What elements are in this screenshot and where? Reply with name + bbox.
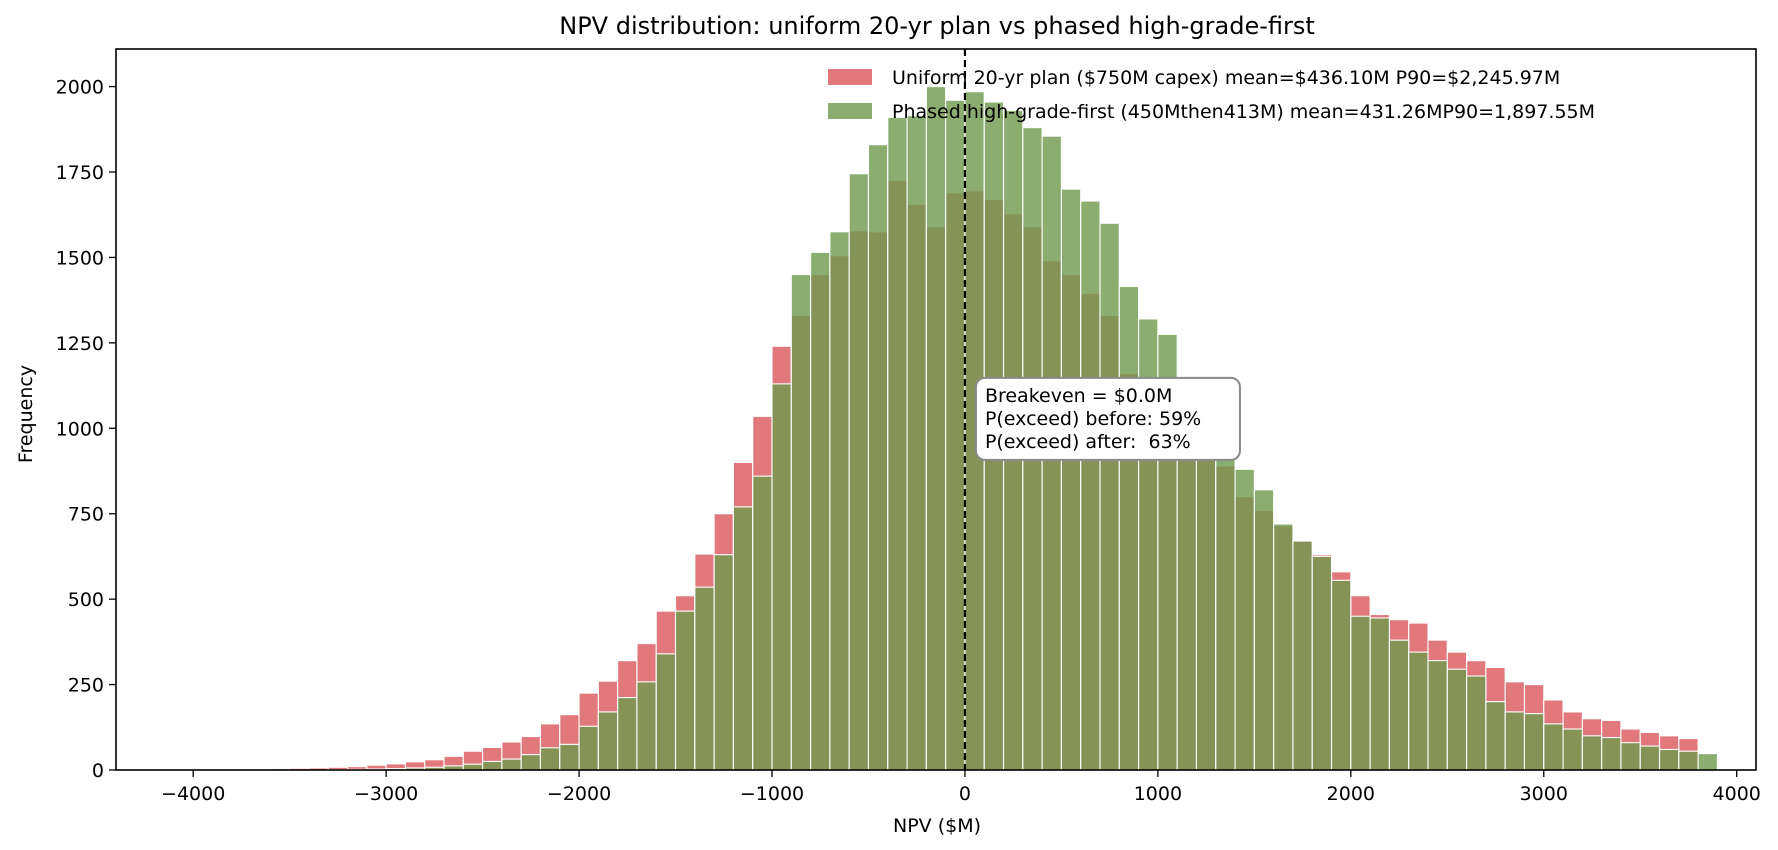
histogram-bar bbox=[1234, 468, 1255, 771]
histogram-bar bbox=[1639, 745, 1661, 771]
x-tick-label: −1000 bbox=[740, 783, 804, 805]
x-tick-label: 0 bbox=[959, 783, 971, 805]
histogram-bar bbox=[1311, 555, 1333, 771]
x-tick-label: 4000 bbox=[1713, 783, 1761, 805]
histogram-bar bbox=[1523, 713, 1545, 771]
legend-label: Phased high-grade-first (450Mthen413M) m… bbox=[892, 101, 1595, 123]
chart-title: NPV distribution: uniform 20-yr plan vs … bbox=[559, 12, 1315, 40]
plot-frame bbox=[115, 48, 1757, 771]
histogram-bar bbox=[1697, 753, 1718, 771]
breakeven-annotation: Breakeven = $0.0MP(exceed) before: 59%P(… bbox=[974, 376, 1241, 461]
histogram-bar bbox=[1504, 711, 1526, 771]
x-axis-label: NPV ($M) bbox=[893, 815, 981, 837]
histogram-bar bbox=[1273, 523, 1294, 771]
y-tick-label: 750 bbox=[68, 504, 104, 526]
y-tick-label: 2000 bbox=[56, 77, 104, 99]
histogram-bar bbox=[694, 586, 715, 771]
legend-swatch bbox=[828, 69, 872, 85]
histogram-bar bbox=[1195, 417, 1217, 771]
histogram-bar bbox=[674, 610, 696, 771]
histogram-bar bbox=[501, 758, 522, 771]
y-axis-label: Frequency bbox=[15, 365, 37, 463]
histogram-bar bbox=[1215, 451, 1236, 771]
histogram-bar bbox=[597, 711, 619, 771]
x-tick-label: −4000 bbox=[161, 783, 225, 805]
y-tick-label: 0 bbox=[92, 760, 104, 782]
histogram-bar bbox=[520, 754, 542, 771]
histogram-bar bbox=[829, 231, 850, 771]
histogram-bar bbox=[1427, 660, 1448, 771]
histogram-bar bbox=[539, 747, 561, 771]
annotation-line: P(exceed) before: 59% bbox=[985, 408, 1201, 430]
annotation-line: Breakeven = $0.0M bbox=[985, 385, 1172, 407]
histogram-bar bbox=[925, 86, 947, 771]
histogram-bar bbox=[771, 383, 792, 771]
x-axis-ticks: −4000 −3000 −2000 −1000 0 1000 2000 3000 4000 bbox=[161, 770, 1761, 805]
annotation-box bbox=[974, 376, 1241, 461]
histogram-bar bbox=[1369, 617, 1390, 771]
y-tick-label: 1250 bbox=[56, 333, 104, 355]
histogram-bar bbox=[1466, 675, 1487, 771]
histogram-bar bbox=[462, 763, 484, 771]
histogram-bar bbox=[867, 144, 889, 771]
y-tick-label: 250 bbox=[68, 675, 104, 697]
y-tick-label: 1000 bbox=[56, 418, 104, 440]
histogram-bar bbox=[655, 653, 677, 771]
histogram-bar bbox=[636, 681, 657, 771]
histogram-bar bbox=[887, 116, 908, 771]
x-tick-label: 3000 bbox=[1520, 783, 1568, 805]
histogram-bar bbox=[906, 115, 927, 771]
legend-label: Uniform 20-yr plan ($750M capex) mean=$4… bbox=[892, 67, 1560, 89]
annotation-line: P(exceed) after: 63% bbox=[985, 431, 1191, 453]
histogram-bar bbox=[578, 725, 599, 771]
histogram-bar bbox=[1292, 540, 1313, 771]
legend: Uniform 20-yr plan ($750M capex) mean=$4… bbox=[828, 67, 1595, 123]
histogram-bar bbox=[713, 554, 734, 771]
histogram-bar bbox=[1080, 200, 1101, 771]
histogram-bar bbox=[1350, 615, 1371, 771]
histogram-bar bbox=[1118, 285, 1140, 771]
histogram-bar bbox=[1388, 639, 1410, 771]
histogram-bar bbox=[1678, 750, 1699, 771]
legend-swatch bbox=[828, 103, 872, 119]
x-tick-label: 2000 bbox=[1327, 783, 1375, 805]
histogram-bar bbox=[1658, 748, 1680, 771]
histogram-bars bbox=[192, 86, 1718, 771]
histogram-bar bbox=[1601, 736, 1622, 771]
histogram-bar bbox=[1581, 735, 1603, 771]
histogram-bar bbox=[810, 251, 831, 771]
histogram-bar bbox=[1543, 723, 1564, 771]
histogram-bar bbox=[559, 743, 580, 771]
histogram-bar bbox=[1446, 668, 1468, 771]
x-tick-label: 1000 bbox=[1134, 783, 1182, 805]
series-2-bars bbox=[327, 86, 1718, 771]
histogram-bar bbox=[482, 760, 503, 771]
y-axis-ticks: 0 250 500 750 1000 1250 1500 1750 2000 bbox=[56, 77, 116, 782]
x-tick-label: −2000 bbox=[547, 783, 611, 805]
y-tick-label: 1500 bbox=[56, 247, 104, 269]
histogram-bar bbox=[1060, 188, 1082, 771]
histogram-bar bbox=[945, 99, 966, 771]
histogram-bar bbox=[848, 173, 870, 771]
histogram-bar bbox=[1408, 651, 1429, 771]
histogram-bar bbox=[1485, 701, 1506, 771]
histogram-bar bbox=[617, 697, 638, 771]
histogram-bar bbox=[1330, 579, 1352, 771]
histogram-bar bbox=[1099, 222, 1120, 771]
y-tick-label: 1750 bbox=[56, 162, 104, 184]
y-tick-label: 500 bbox=[68, 589, 104, 611]
histogram-bar bbox=[1562, 728, 1583, 771]
histogram-bar bbox=[732, 506, 754, 771]
histogram-bar bbox=[752, 475, 773, 771]
histogram-bar bbox=[790, 273, 812, 771]
histogram-bar bbox=[1253, 489, 1275, 771]
histogram-bar bbox=[1620, 742, 1641, 771]
x-tick-label: −3000 bbox=[354, 783, 418, 805]
